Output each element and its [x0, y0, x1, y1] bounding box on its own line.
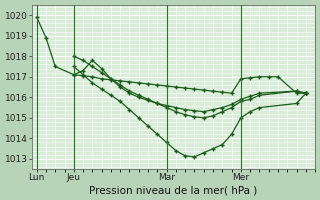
X-axis label: Pression niveau de la mer( hPa ): Pression niveau de la mer( hPa ) [90, 185, 258, 195]
